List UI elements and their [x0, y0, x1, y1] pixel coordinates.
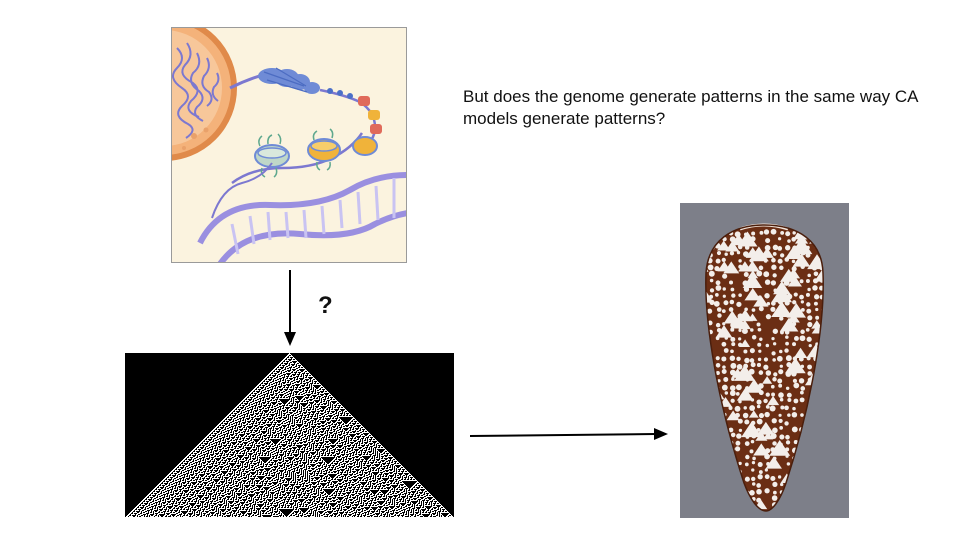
question-text: But does the genome generate patterns in… [463, 87, 918, 128]
right-arrow-icon [469, 428, 668, 440]
question-mark: ? [318, 292, 333, 319]
dna-chromatin-illustration [171, 27, 407, 263]
cellular-automaton-pattern [125, 353, 454, 517]
cone-shell-photo [680, 203, 849, 518]
down-arrow-icon [284, 270, 296, 346]
